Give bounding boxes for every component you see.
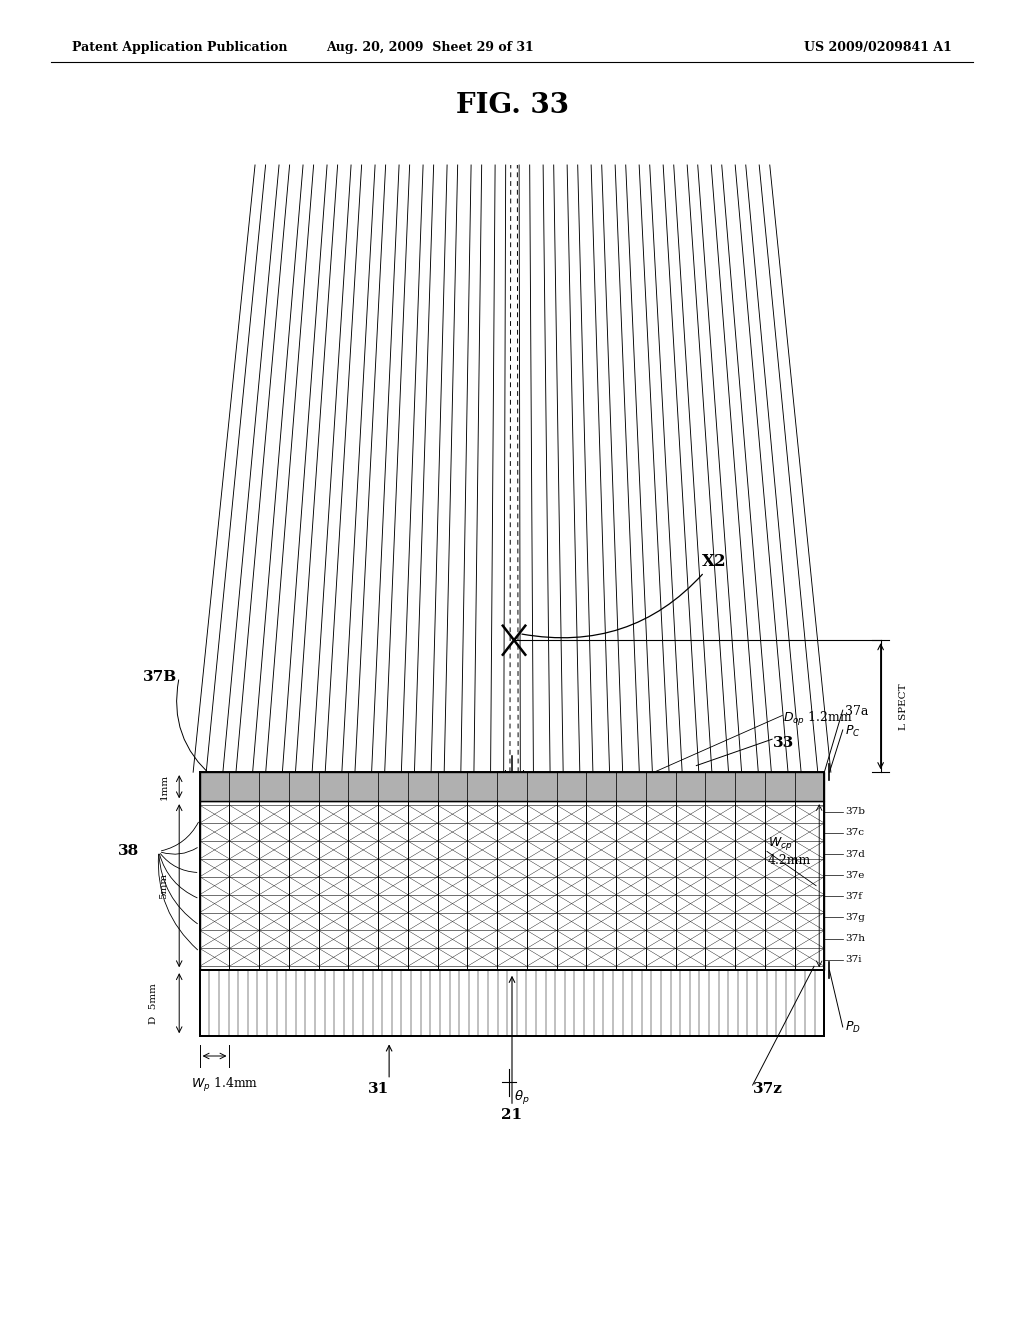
Bar — [200, 801, 824, 970]
Text: 37g: 37g — [845, 913, 864, 921]
Text: $D_{op}$ 1.2mm: $D_{op}$ 1.2mm — [783, 710, 853, 729]
Text: $P_C$: $P_C$ — [845, 723, 860, 739]
Text: FIG. 33: FIG. 33 — [456, 92, 568, 119]
Text: Patent Application Publication: Patent Application Publication — [72, 41, 287, 54]
Text: 37b: 37b — [845, 808, 865, 816]
Text: X2: X2 — [522, 553, 726, 638]
Text: $\theta_p$: $\theta_p$ — [514, 1089, 529, 1107]
Text: 37d: 37d — [845, 850, 864, 858]
Text: 37i: 37i — [845, 956, 861, 964]
Text: US 2009/0209841 A1: US 2009/0209841 A1 — [805, 41, 952, 54]
Text: 37c: 37c — [845, 829, 864, 837]
Text: 31: 31 — [369, 1082, 389, 1096]
Text: $W_p$ 1.4mm: $W_p$ 1.4mm — [191, 1076, 258, 1094]
Text: L SPECT: L SPECT — [899, 682, 908, 730]
Text: Aug. 20, 2009  Sheet 29 of 31: Aug. 20, 2009 Sheet 29 of 31 — [327, 41, 534, 54]
Text: 5mm: 5mm — [160, 873, 168, 899]
Text: 37e: 37e — [845, 871, 864, 879]
Text: 38: 38 — [118, 845, 139, 858]
Text: 33: 33 — [773, 737, 795, 750]
Text: 37h: 37h — [845, 935, 865, 942]
Text: 37z: 37z — [753, 1082, 782, 1096]
Text: $W_{cp}$
4.2mm: $W_{cp}$ 4.2mm — [768, 836, 811, 867]
Bar — [200, 970, 824, 1036]
Text: 1mm: 1mm — [160, 774, 168, 800]
Text: 37f: 37f — [845, 892, 862, 900]
Text: $P_D$: $P_D$ — [845, 1019, 860, 1035]
Text: 37B: 37B — [143, 671, 177, 684]
Bar — [200, 772, 824, 801]
Text: D  5mm: D 5mm — [150, 983, 158, 1023]
Text: 37a: 37a — [845, 705, 868, 718]
Text: 21: 21 — [502, 1109, 522, 1122]
